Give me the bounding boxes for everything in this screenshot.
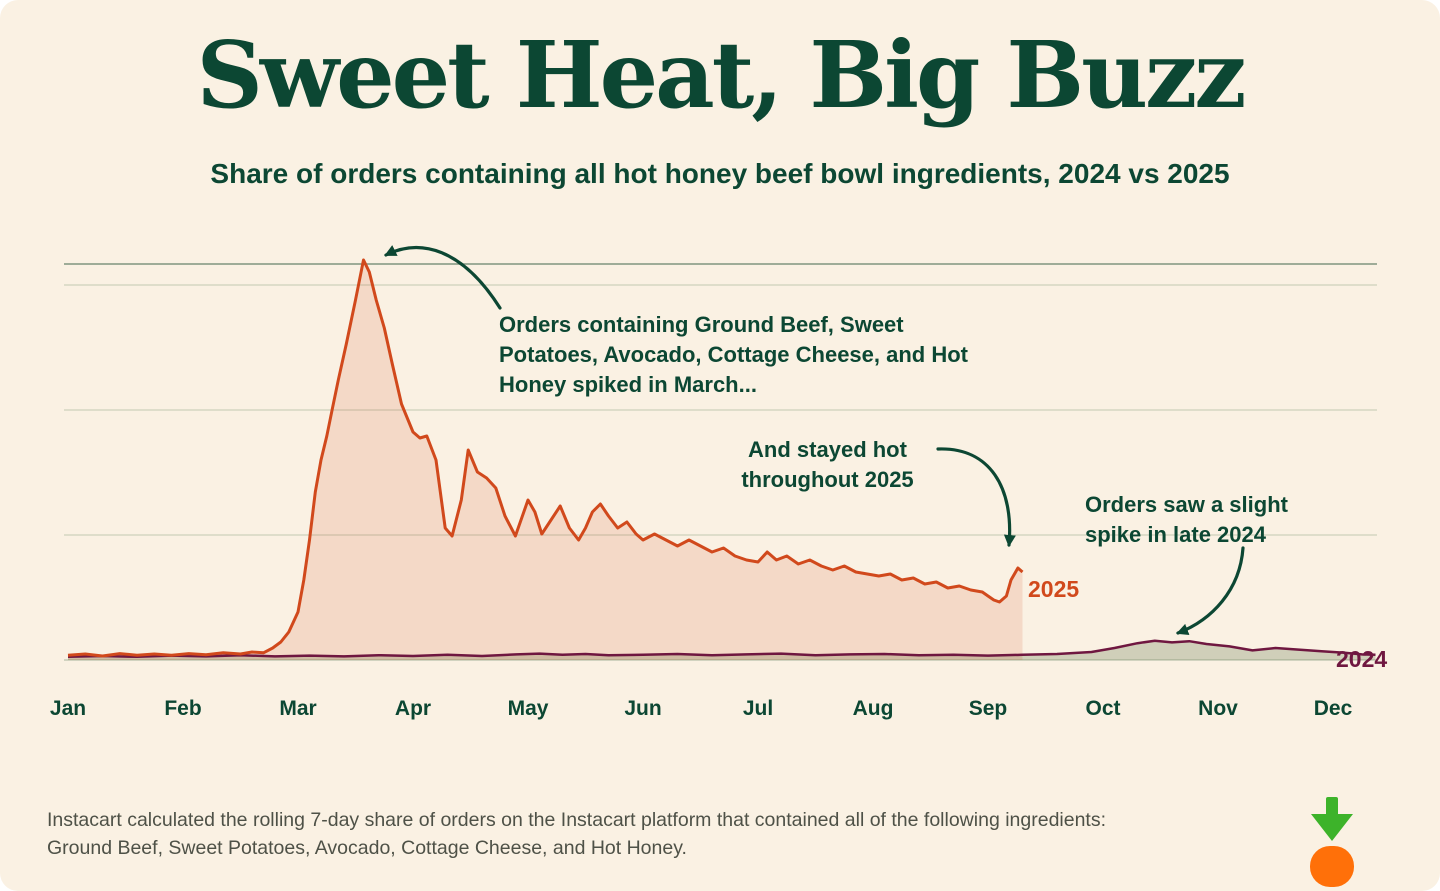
annotation-march-spike: Orders containing Ground Beef, Sweet Pot… — [499, 312, 969, 397]
annotation-late-2024-line2: spike in late 2024 — [1085, 522, 1266, 547]
annotation-stayed-hot: And stayed hot throughout 2025 — [700, 435, 955, 495]
line-series-2024 — [67, 639, 1376, 659]
arrow-to-late-2024-spike-icon — [1176, 546, 1245, 636]
x-axis-label-apr: Apr — [394, 697, 432, 720]
x-axis-label-sep: Sep — [968, 697, 1008, 720]
x-axis-label-may: May — [507, 697, 549, 720]
arrow-to-2025-end-icon — [936, 447, 1016, 547]
line-series-2025 — [67, 258, 1024, 658]
chart-gridlines — [64, 263, 1377, 661]
annotation-late-2024-line1: Orders saw a slight — [1085, 492, 1288, 517]
x-axis: Jan Feb Mar Apr May Jun Jul Aug Sep Oct Nov Dec — [0, 697, 1440, 727]
x-axis-label-nov: Nov — [1198, 697, 1238, 720]
x-axis-label-jul: Jul — [742, 697, 774, 720]
page-subtitle: Share of orders containing all hot honey… — [210, 158, 1230, 189]
methodology-footnote: Instacart calculated the rolling 7-day s… — [47, 809, 1107, 859]
x-axis-label-dec: Dec — [1313, 697, 1353, 720]
down-arrow-icon — [1311, 797, 1353, 841]
x-axis-label-feb: Feb — [164, 697, 202, 720]
series-label-2025: 2025 — [1028, 576, 1080, 602]
carrot-icon — [1310, 846, 1354, 887]
page-title: Sweet Heat, Big Buzz — [196, 21, 1246, 129]
x-axis-label-aug: Aug — [852, 697, 894, 720]
area-series-2025 — [68, 260, 1023, 660]
x-axis-label-jun: Jun — [624, 697, 662, 720]
annotation-stayed-hot-line2: throughout 2025 — [741, 467, 914, 492]
x-axis-label-oct: Oct — [1085, 697, 1121, 720]
annotation-stayed-hot-line1: And stayed hot — [748, 437, 907, 462]
instacart-logo — [1310, 797, 1354, 887]
arrow-to-march-peak-icon — [384, 245, 502, 310]
x-axis-label-jan: Jan — [49, 697, 87, 720]
series-label-2024: 2024 — [1336, 646, 1388, 672]
x-axis-label-mar: Mar — [279, 697, 317, 720]
annotation-late-2024-spike: Orders saw a slight spike in late 2024 — [1085, 490, 1330, 550]
